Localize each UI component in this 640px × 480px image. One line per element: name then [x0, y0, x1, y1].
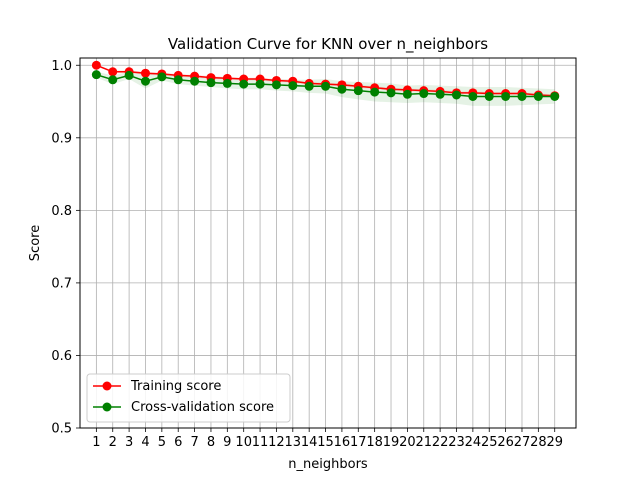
x-tick-label-19: 19	[383, 435, 400, 450]
point-series-1-x13	[288, 81, 298, 91]
x-tick-label-21: 21	[415, 435, 432, 450]
point-series-1-x3	[124, 70, 134, 80]
x-tick-label-23: 23	[448, 435, 465, 450]
point-series-1-x9	[222, 78, 232, 88]
x-tick-label-28: 28	[530, 435, 547, 450]
legend-swatch-marker-0	[102, 381, 112, 391]
x-tick-label-8: 8	[207, 435, 215, 450]
x-tick-label-25: 25	[481, 435, 498, 450]
legend-box	[86, 373, 291, 423]
series-layer	[91, 60, 560, 101]
point-series-1-x5	[157, 72, 167, 82]
point-series-1-x17	[353, 86, 363, 96]
x-tick-label-5: 5	[158, 435, 166, 450]
point-series-1-x25	[484, 91, 494, 101]
point-series-1-x26	[501, 91, 511, 101]
point-series-1-x20	[402, 89, 412, 99]
point-series-0-x1	[91, 60, 101, 70]
legend: Training score Cross-validation score	[86, 373, 291, 423]
x-tick-label-20: 20	[399, 435, 416, 450]
grid-layer	[80, 58, 576, 429]
x-tick-label-10: 10	[235, 435, 252, 450]
x-tick-label-17: 17	[350, 435, 367, 450]
x-tick-label-16: 16	[334, 435, 351, 450]
y-tick-label-4: 0.9	[51, 131, 72, 146]
point-series-0-x2	[108, 67, 118, 77]
y-tick-label-2: 0.7	[51, 276, 72, 291]
tick-layer: 1 2 3 4 5 6 7 8 9 10 11 12 13 14 15 16 17 18 19 20 21 22 23 24 2…	[51, 59, 563, 450]
point-series-1-x21	[419, 89, 429, 99]
x-tick-label-14: 14	[301, 435, 318, 450]
point-series-1-x10	[239, 79, 249, 89]
x-tick-label-29: 29	[546, 435, 563, 450]
point-series-1-x8	[206, 78, 216, 88]
x-tick-label-11: 11	[252, 435, 269, 450]
x-axis-label: n_neighbors	[288, 457, 368, 472]
point-series-1-x27	[517, 91, 527, 101]
point-series-1-x22	[435, 89, 445, 99]
chart-title: Validation Curve for KNN over n_neighbor…	[168, 35, 488, 54]
x-tick-label-2: 2	[109, 435, 117, 450]
point-series-1-x14	[304, 81, 314, 91]
x-tick-label-27: 27	[514, 435, 531, 450]
x-tick-label-15: 15	[317, 435, 334, 450]
x-tick-label-13: 13	[285, 435, 302, 450]
point-series-1-x2	[108, 75, 118, 85]
point-series-1-x29	[550, 91, 560, 101]
point-series-1-x16	[337, 84, 347, 94]
point-series-1-x11	[255, 79, 265, 89]
point-series-1-x4	[140, 76, 150, 86]
legend-label-training: Training score	[130, 379, 221, 394]
point-series-1-x12	[271, 80, 281, 90]
legend-label-cross-validation: Cross-validation score	[131, 400, 274, 415]
point-series-1-x1	[91, 70, 101, 80]
x-tick-label-7: 7	[190, 435, 198, 450]
point-series-1-x18	[370, 87, 380, 97]
x-tick-label-24: 24	[465, 435, 482, 450]
x-tick-label-22: 22	[432, 435, 449, 450]
x-tick-label-18: 18	[366, 435, 383, 450]
x-tick-label-12: 12	[268, 435, 285, 450]
point-series-1-x15	[321, 81, 331, 91]
plot-frame	[79, 57, 577, 429]
x-tick-label-4: 4	[141, 435, 149, 450]
point-series-0-x4	[140, 68, 150, 78]
y-tick-label-5: 1.0	[51, 59, 72, 74]
x-tick-label-1: 1	[92, 435, 100, 450]
point-series-1-x6	[173, 75, 183, 85]
y-tick-label-3: 0.8	[51, 204, 72, 219]
y-axis-label: Score	[28, 225, 43, 261]
legend-swatch-marker-1	[102, 402, 112, 412]
point-series-1-x7	[190, 76, 200, 86]
point-series-1-x19	[386, 88, 396, 98]
x-tick-label-3: 3	[125, 435, 133, 450]
y-tick-label-1: 0.6	[51, 349, 72, 364]
point-series-1-x24	[468, 91, 478, 101]
point-series-1-x28	[533, 91, 543, 101]
point-series-1-x23	[452, 90, 462, 100]
x-tick-label-9: 9	[223, 435, 231, 450]
x-tick-label-6: 6	[174, 435, 182, 450]
x-tick-label-26: 26	[497, 435, 514, 450]
y-tick-label-0: 0.5	[51, 422, 72, 437]
